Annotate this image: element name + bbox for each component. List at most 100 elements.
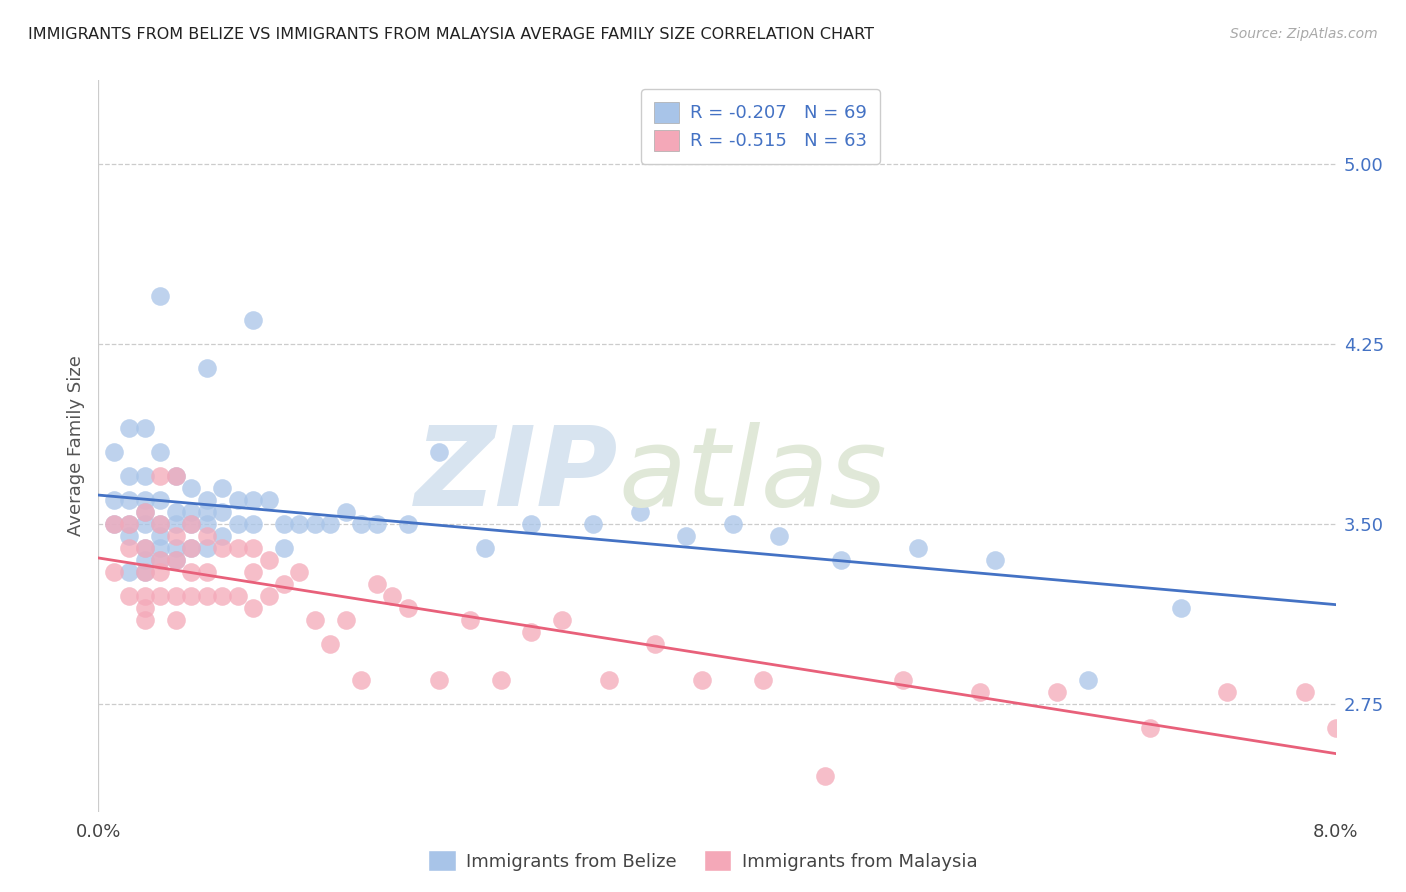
Legend: R = -0.207   N = 69, R = -0.515   N = 63: R = -0.207 N = 69, R = -0.515 N = 63 [641,89,880,163]
Point [257,589,280,603]
Point [165,553,187,567]
Point [118,529,141,543]
Point [628,505,651,519]
Point [165,516,187,531]
Point [242,313,264,327]
Point [288,565,311,579]
Point [118,565,141,579]
Point [118,589,141,603]
Point [304,516,326,531]
Point [180,589,202,603]
Point [180,505,202,519]
Point [1170,600,1192,615]
Point [134,421,156,435]
Point [984,553,1007,567]
Point [1046,685,1069,699]
Point [350,673,373,687]
Point [211,529,233,543]
Point [211,589,233,603]
Y-axis label: Average Family Size: Average Family Size [66,356,84,536]
Point [149,553,172,567]
Point [180,516,202,531]
Point [520,516,543,531]
Point [195,361,218,376]
Point [149,553,172,567]
Point [149,565,172,579]
Point [335,505,357,519]
Point [149,529,172,543]
Point [273,541,295,555]
Point [319,637,342,651]
Point [273,516,295,531]
Point [257,553,280,567]
Point [134,505,156,519]
Point [134,589,156,603]
Point [180,541,202,555]
Legend: Immigrants from Belize, Immigrants from Malaysia: Immigrants from Belize, Immigrants from … [422,843,984,879]
Point [396,516,419,531]
Point [149,469,172,483]
Point [752,673,775,687]
Point [304,613,326,627]
Point [195,505,218,519]
Point [134,600,156,615]
Point [118,421,141,435]
Text: ZIP: ZIP [415,422,619,529]
Point [319,516,342,531]
Point [211,505,233,519]
Point [118,492,141,507]
Point [242,541,264,555]
Point [118,516,141,531]
Point [226,516,249,531]
Point [768,529,790,543]
Point [165,505,187,519]
Point [335,613,357,627]
Text: atlas: atlas [619,422,887,529]
Point [1139,721,1161,735]
Point [1216,685,1239,699]
Point [1324,721,1347,735]
Point [149,541,172,555]
Point [165,469,187,483]
Point [103,492,125,507]
Point [134,553,156,567]
Point [489,673,512,687]
Point [149,492,172,507]
Point [165,613,187,627]
Point [180,541,202,555]
Point [165,469,187,483]
Point [366,577,388,591]
Point [180,516,202,531]
Point [458,613,481,627]
Point [582,516,605,531]
Point [675,529,697,543]
Point [551,613,574,627]
Point [149,589,172,603]
Point [165,529,187,543]
Point [149,445,172,459]
Text: Source: ZipAtlas.com: Source: ZipAtlas.com [1230,27,1378,41]
Point [118,541,141,555]
Point [149,516,172,531]
Point [134,613,156,627]
Point [598,673,620,687]
Point [830,553,852,567]
Point [520,624,543,639]
Point [226,541,249,555]
Point [366,516,388,531]
Point [381,589,404,603]
Point [1294,685,1316,699]
Point [180,565,202,579]
Point [242,492,264,507]
Point [118,516,141,531]
Point [103,565,125,579]
Point [195,529,218,543]
Point [350,516,373,531]
Point [134,541,156,555]
Point [288,516,311,531]
Point [195,541,218,555]
Point [427,673,450,687]
Point [134,469,156,483]
Point [396,600,419,615]
Point [195,492,218,507]
